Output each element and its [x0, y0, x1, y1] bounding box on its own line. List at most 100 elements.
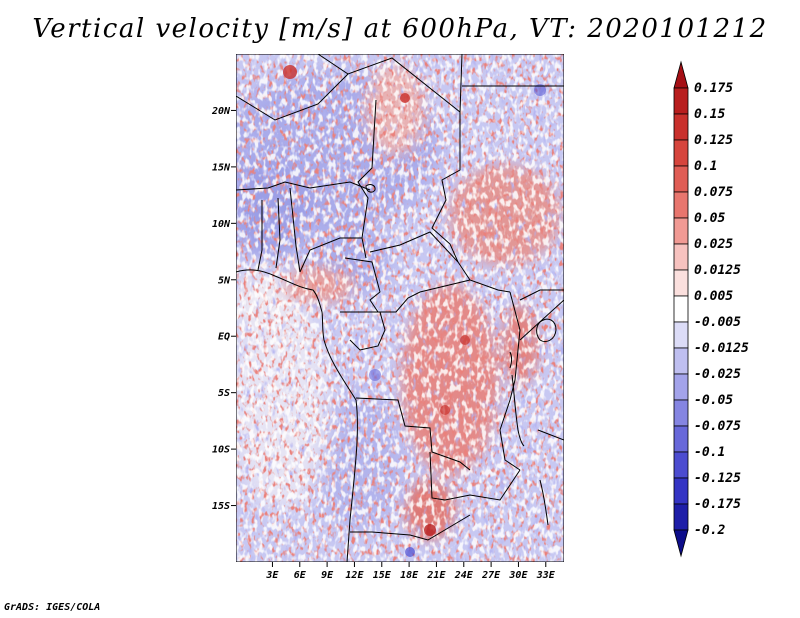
map-frame — [236, 54, 564, 562]
lat-tick-label: 10N — [212, 219, 231, 230]
lon-tick-label: 9E — [321, 570, 334, 581]
colorbar-label: -0.025 — [694, 367, 741, 382]
colorbar-label: 0.1 — [694, 159, 717, 174]
colorbar-bin — [673, 87, 689, 115]
field-base — [236, 54, 564, 562]
colorbar-label: -0.005 — [694, 315, 741, 330]
lakes — [365, 184, 557, 526]
border-congo-drc — [380, 279, 471, 313]
colorbar-bin — [673, 529, 689, 558]
field-cores — [283, 65, 546, 557]
lat-tick-label: 15S — [212, 501, 230, 512]
core-red — [424, 524, 436, 536]
field-blob-west-blue — [236, 160, 315, 260]
lon-tick-label: 6E — [294, 570, 307, 581]
field-blob-sahara-blue — [236, 70, 440, 230]
border-tanzania-mozambique — [537, 429, 564, 441]
border-kenya-tanzania — [519, 299, 564, 341]
field-texture-red — [236, 54, 564, 562]
colorbar-bin — [673, 373, 689, 401]
core-red — [283, 65, 297, 79]
border-gabon-congo — [340, 311, 386, 351]
lat-tick-label: 5S — [218, 388, 230, 399]
border-angola-namibia — [350, 514, 471, 541]
border-zambia — [429, 451, 521, 501]
colorbar-label: 0.15 — [694, 107, 725, 122]
lon-tick-label: 3E — [265, 570, 279, 581]
colorbar-bin — [673, 399, 689, 427]
colorbar-label: -0.2 — [694, 523, 725, 538]
field-texture-white — [236, 54, 564, 562]
core-blue — [405, 547, 415, 557]
field-blob-south-red — [405, 480, 455, 540]
lon-tick-label: 27E — [481, 570, 501, 581]
border-sahel — [236, 181, 371, 191]
border-chad-sudan — [431, 112, 461, 263]
colorbar-label: 0.125 — [694, 133, 733, 148]
border-nigeria — [299, 237, 367, 273]
border-drc-angola — [355, 397, 471, 471]
colorbar: 0.175 0.15 0.125 0.1 0.075 0.05 0.025 0.0125 0.0… — [673, 60, 749, 558]
lake-malawi — [539, 479, 549, 526]
core-blue — [369, 369, 381, 381]
field-blob-atlantic-light — [236, 290, 330, 510]
lat-tick-label: EQ — [218, 332, 230, 343]
core-blue — [534, 84, 546, 96]
border-mali-niger — [236, 73, 349, 121]
colorbar-label: -0.0125 — [694, 341, 749, 356]
lon-tick-label: 18E — [400, 570, 419, 581]
lon-tick-label: 12E — [345, 570, 364, 581]
colorbar-bin — [673, 451, 689, 479]
lake-kivu — [509, 351, 512, 369]
colorbar-bin — [673, 60, 689, 89]
colorbar-label: -0.175 — [694, 497, 741, 512]
lat-tick-label: 15N — [212, 162, 231, 173]
border-algeria-libya — [317, 54, 463, 114]
coastline-west-africa — [236, 269, 358, 562]
colorbar-bin — [673, 295, 689, 323]
colorbar-bin — [673, 217, 689, 245]
colorbar-label: 0.175 — [694, 81, 733, 96]
colorbar-label: 0.05 — [694, 211, 725, 226]
colorbar-label: -0.075 — [694, 419, 741, 434]
border-drc-east — [499, 291, 521, 471]
border-west-coast-states — [257, 187, 301, 273]
colorbar-bin — [673, 477, 689, 505]
field-blob-gulf-light — [236, 270, 292, 330]
colorbar-bin — [673, 269, 689, 297]
lake-chad — [365, 184, 376, 193]
field-texture-blue — [236, 54, 564, 562]
lon-tick-label: 33E — [536, 570, 556, 581]
colorbar-label: 0.0125 — [694, 263, 741, 278]
colorbar-bin — [673, 165, 689, 193]
colorbar-label: -0.05 — [694, 393, 733, 408]
field-blob-cameroon-blue — [310, 225, 390, 295]
colorbar-label: -0.125 — [694, 471, 741, 486]
map-title: Vertical velocity [m/s] at 600hPa, VT: 2… — [32, 14, 768, 44]
core-red — [460, 335, 470, 345]
colorbar-bin — [673, 347, 689, 375]
longitude-axis: 3E 6E 9E 12E 15E 18E 21E 24E 27E 30E 33E — [265, 562, 556, 581]
vertical-velocity-field — [236, 54, 564, 562]
lake-victoria — [536, 318, 557, 343]
border-niger-chad — [357, 99, 377, 239]
latitude-axis: 20N 15N 10N 5N EQ 5S 10S 15S — [211, 106, 236, 512]
border-car — [369, 231, 511, 293]
lat-tick-label: 10S — [212, 445, 230, 456]
colorbar-bin — [673, 113, 689, 141]
colorbar-bin — [673, 139, 689, 167]
colorbar-label: 0.075 — [694, 185, 733, 200]
colorbar-bin — [673, 503, 689, 531]
border-cameroon — [344, 257, 381, 313]
field-blob-angola-blue — [315, 390, 405, 530]
colorbar-label: -0.1 — [694, 445, 725, 460]
colorbar-label: 0.025 — [694, 237, 733, 252]
country-boundaries — [236, 54, 564, 562]
field-blob-nigeria-red — [285, 267, 355, 303]
lon-tick-label: 21E — [426, 570, 446, 581]
colorbar-bin — [673, 243, 689, 271]
field-blob-sudan-red — [450, 165, 560, 265]
lat-tick-label: 20N — [211, 106, 231, 117]
core-red — [400, 93, 410, 103]
border-uganda — [519, 289, 564, 301]
